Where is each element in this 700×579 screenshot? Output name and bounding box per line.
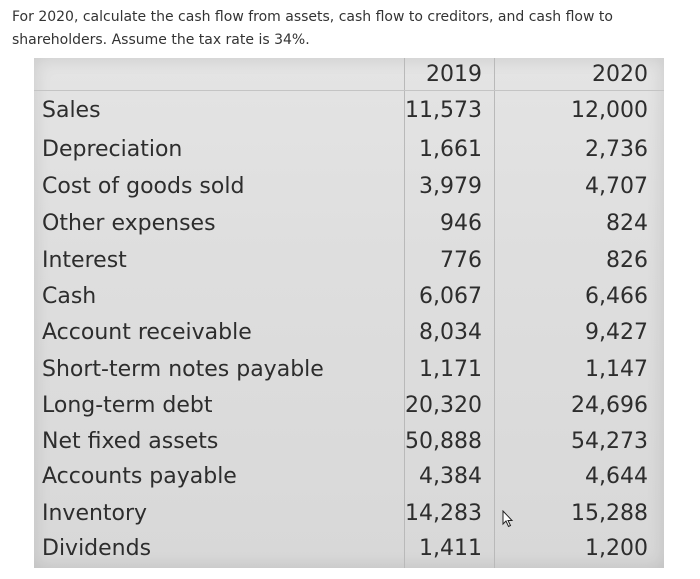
question-text: For 2020, calculate the cash flow from a… — [12, 9, 613, 48]
header-2020: 2020 — [592, 62, 648, 87]
row-label: Cost of goods sold — [42, 174, 245, 199]
value-2019: 3,979 — [419, 174, 482, 199]
value-2020: 24,696 — [571, 393, 648, 418]
value-2019: 1,411 — [419, 536, 482, 561]
header-divider — [34, 90, 664, 91]
value-2019: 946 — [440, 211, 482, 236]
value-2019: 1,171 — [419, 357, 482, 382]
row-label: Short-term notes payable — [42, 357, 324, 382]
row-label: Net fixed assets — [42, 429, 219, 454]
value-2020: 1,200 — [585, 536, 648, 561]
value-2019: 20,320 — [405, 393, 482, 418]
value-2020: 2,736 — [585, 137, 648, 162]
row-label: Depreciation — [42, 137, 183, 162]
value-2020: 4,707 — [585, 174, 648, 199]
value-2020: 824 — [606, 211, 648, 236]
value-2020: 6,466 — [585, 284, 648, 309]
value-2020: 15,288 — [571, 501, 648, 526]
mouse-pointer-icon — [502, 510, 514, 528]
value-2019: 1,661 — [419, 137, 482, 162]
value-2020: 1,147 — [585, 357, 648, 382]
value-2019: 8,034 — [419, 320, 482, 345]
row-label: Account receivable — [42, 320, 252, 345]
data-table-photo: 2019 2020 Sales 11,573 12,000 Depreciati… — [34, 58, 664, 568]
value-2020: 9,427 — [585, 320, 648, 345]
row-label: Dividends — [42, 536, 152, 561]
value-2019: 11,573 — [405, 98, 482, 123]
value-2020: 826 — [606, 248, 648, 273]
column-divider — [494, 58, 495, 568]
row-label: Accounts payable — [42, 464, 237, 489]
column-divider — [404, 58, 405, 568]
row-label: Inventory — [42, 501, 148, 526]
value-2019: 50,888 — [405, 429, 482, 454]
value-2020: 12,000 — [571, 98, 648, 123]
row-label: Other expenses — [42, 211, 216, 236]
value-2019: 4,384 — [419, 464, 482, 489]
row-label: Sales — [42, 98, 101, 123]
value-2020: 54,273 — [571, 429, 648, 454]
value-2019: 776 — [440, 248, 482, 273]
header-2019: 2019 — [426, 62, 482, 87]
row-label: Cash — [42, 284, 97, 309]
row-label: Long-term debt — [42, 393, 213, 418]
value-2020: 4,644 — [585, 464, 648, 489]
row-label: Interest — [42, 248, 127, 273]
value-2019: 6,067 — [419, 284, 482, 309]
value-2019: 14,283 — [405, 501, 482, 526]
